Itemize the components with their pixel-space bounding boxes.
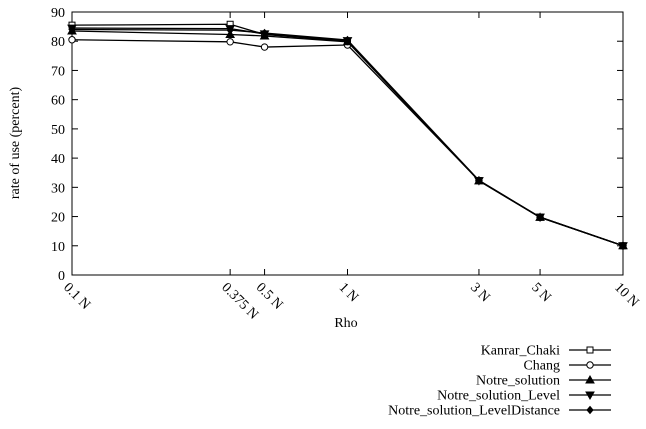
data-point-circle xyxy=(68,36,76,44)
y-tick-label: 70 xyxy=(51,64,65,79)
legend-label: Notre_solution xyxy=(476,374,560,389)
x-tick-label: 10 N xyxy=(611,280,641,310)
data-point-diamond xyxy=(226,25,234,35)
data-point-diamond xyxy=(343,35,352,45)
y-tick-label: 10 xyxy=(51,240,65,255)
y-tick-label: 80 xyxy=(51,35,65,50)
legend: Kanrar_ChakiChangNotre_solutionNotre_sol… xyxy=(388,344,611,419)
x-tick-label: 1 N xyxy=(336,280,361,305)
x-tick-label: 3 N xyxy=(467,280,492,305)
legend-entry: Chang xyxy=(523,359,611,374)
y-axis-label: rate of use (percent) xyxy=(8,87,23,200)
data-point-diamond xyxy=(475,176,483,185)
data-point-circle xyxy=(226,38,234,46)
data-point-diamond xyxy=(536,212,544,222)
y-tick-label: 40 xyxy=(51,152,65,167)
data-point-triangle-down xyxy=(585,391,595,401)
series-Notre_solution_LevelDistance xyxy=(68,25,627,251)
legend-entry: Kanrar_Chaki xyxy=(481,344,611,359)
series-line xyxy=(71,23,624,247)
data-point-diamond xyxy=(586,405,594,415)
data-point-diamond xyxy=(260,28,269,38)
y-tick-label: 50 xyxy=(51,123,65,138)
x-axis-label: Rho xyxy=(334,316,357,331)
y-tick-label: 20 xyxy=(51,211,65,226)
series-Notre_solution_Level xyxy=(67,24,628,251)
x-tick-label: 0.1 N xyxy=(60,280,93,313)
data-point-circle xyxy=(260,43,269,51)
legend-label: Chang xyxy=(523,359,560,374)
series-layer xyxy=(67,20,628,251)
data-point-diamond xyxy=(68,25,76,34)
y-tick-label: 60 xyxy=(51,94,65,109)
legend-entry: Notre_solution_LevelDistance xyxy=(388,404,611,419)
plot-frame xyxy=(71,11,624,276)
legend-label: Notre_solution_LevelDistance xyxy=(388,404,560,419)
x-tick-label: 0.375 N xyxy=(218,280,261,323)
axes xyxy=(71,11,624,276)
data-point-diamond xyxy=(619,241,627,251)
x-tick-label: 5 N xyxy=(528,280,553,305)
data-point-square xyxy=(586,346,594,354)
legend-entry: Notre_solution xyxy=(476,374,611,389)
legend-entry: Notre_solution_Level xyxy=(437,389,611,404)
data-point-circle xyxy=(586,361,594,369)
legend-label: Kanrar_Chaki xyxy=(481,344,560,359)
y-tick-label: 90 xyxy=(51,6,65,21)
y-tick-label: 30 xyxy=(51,181,65,196)
y-tick-label: 0 xyxy=(58,269,65,284)
data-point-triangle-up xyxy=(585,374,595,384)
legend-label: Notre_solution_Level xyxy=(437,389,560,404)
